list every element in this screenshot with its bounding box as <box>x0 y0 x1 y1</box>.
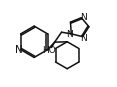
Text: HO: HO <box>42 46 56 55</box>
Text: N: N <box>15 45 23 55</box>
Text: N: N <box>80 13 87 22</box>
Text: N: N <box>66 30 73 39</box>
Text: N: N <box>80 34 86 43</box>
